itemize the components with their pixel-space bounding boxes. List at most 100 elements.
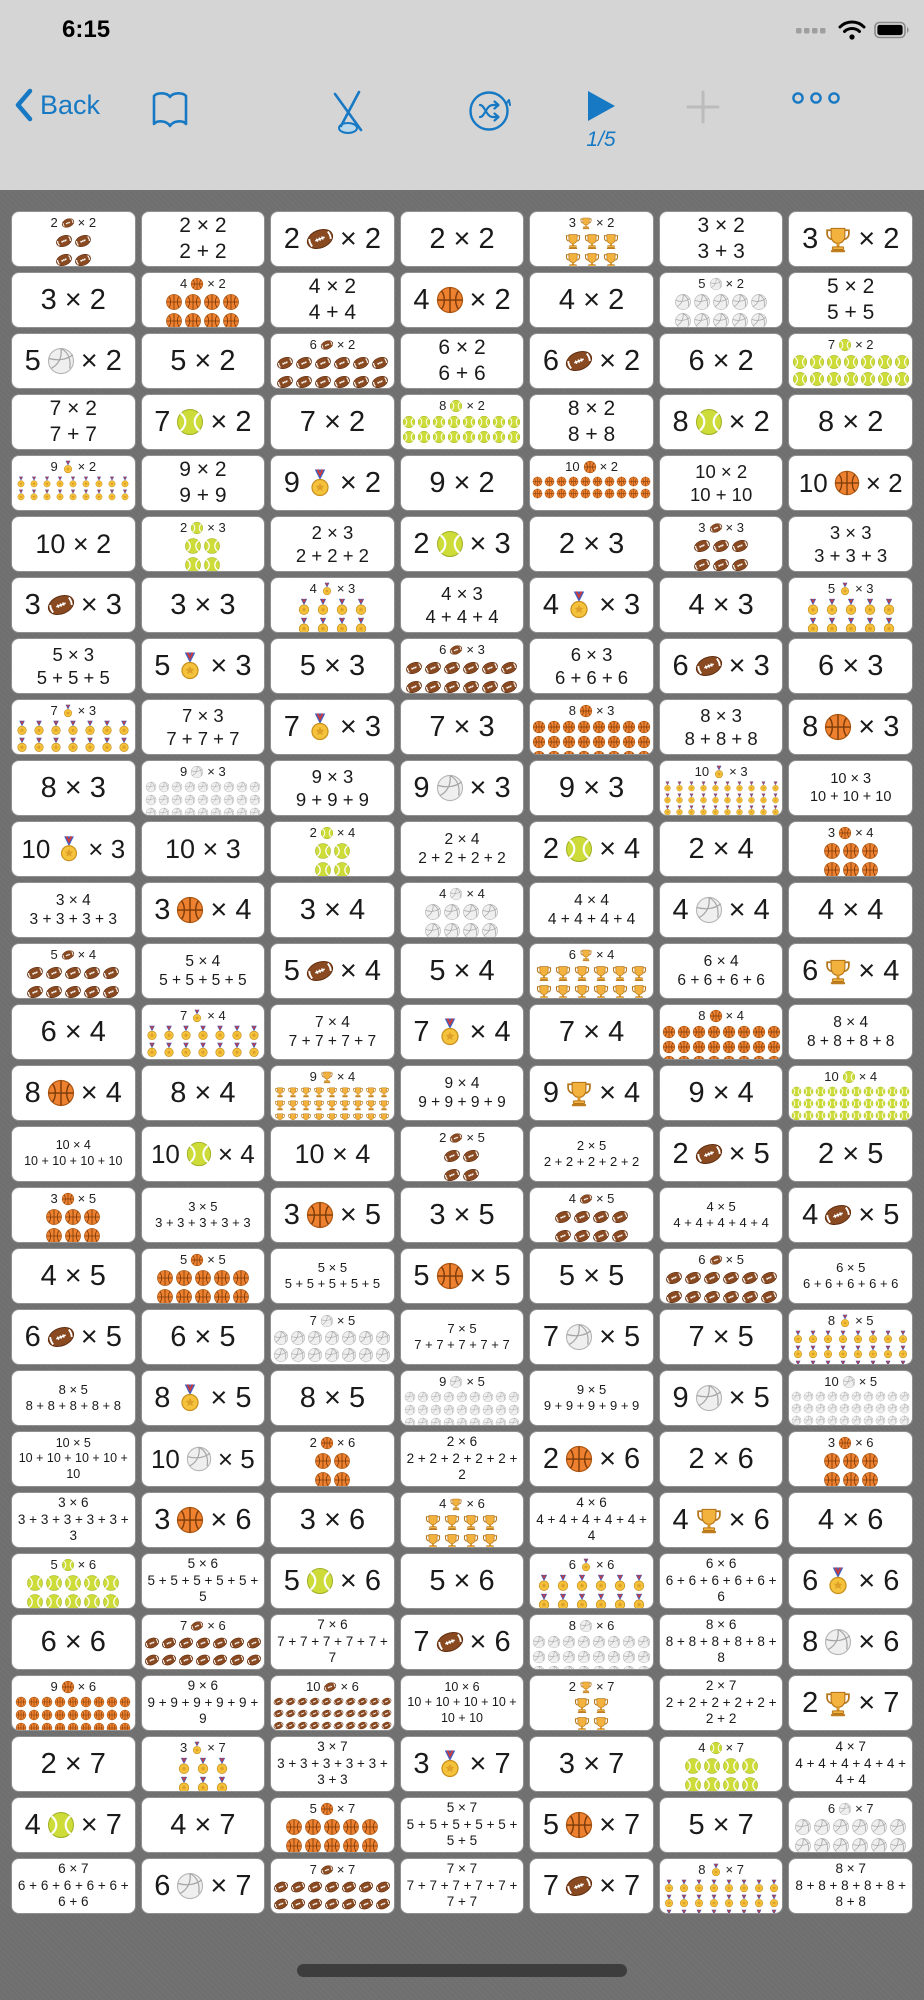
card-plain-8×5[interactable]: 8 × 5: [270, 1370, 395, 1426]
card-plain-7×2[interactable]: 7 × 2: [270, 394, 395, 450]
card-emoji-8×6[interactable]: 8 × 6: [788, 1614, 913, 1670]
card-addition-10×4[interactable]: 10 × 4 10 + 10 + 10 + 10: [11, 1126, 136, 1182]
card-addition-5×4[interactable]: 5 × 4 5 + 5 + 5 + 5: [140, 943, 266, 999]
card-addition-9×2[interactable]: 9 × 2 9 + 9: [140, 455, 266, 511]
card-plain-5×7[interactable]: 5 × 7: [658, 1797, 784, 1853]
card-emoji-5×6[interactable]: 5 × 6: [270, 1553, 395, 1609]
card-picture-7×5[interactable]: 7 × 5: [270, 1309, 395, 1365]
card-picture-2×5[interactable]: 2 × 5: [399, 1126, 525, 1182]
card-plain-5×2[interactable]: 5 × 2: [140, 333, 266, 389]
card-picture-3×6[interactable]: 3 × 6: [788, 1431, 913, 1487]
card-picture-6×4[interactable]: 6 × 4: [529, 943, 654, 999]
card-picture-9×5[interactable]: 9 × 5: [399, 1370, 525, 1426]
card-plain-2×6[interactable]: 2 × 6: [658, 1431, 784, 1487]
more-button[interactable]: [790, 88, 842, 108]
no-draw-button[interactable]: [326, 88, 370, 136]
card-emoji-3×2[interactable]: 3 × 2: [788, 211, 913, 267]
card-picture-3×4[interactable]: 3 × 4: [788, 821, 913, 877]
card-plain-7×3[interactable]: 7 × 3: [399, 699, 525, 755]
card-plain-6×3[interactable]: 6 × 3: [788, 638, 913, 694]
card-emoji-7×7[interactable]: 7 × 7: [529, 1858, 654, 1914]
card-picture-9×4[interactable]: 9 × 4: [270, 1065, 395, 1121]
card-plain-3×6[interactable]: 3 × 6: [270, 1492, 395, 1548]
card-addition-6×4[interactable]: 6 × 4 6 + 6 + 6 + 6: [658, 943, 784, 999]
card-emoji-10×3[interactable]: 10 × 3: [11, 821, 136, 877]
card-plain-4×3[interactable]: 4 × 3: [658, 577, 784, 633]
card-picture-5×6[interactable]: 5 × 6: [11, 1553, 136, 1609]
card-picture-8×3[interactable]: 8 × 3: [529, 699, 654, 755]
card-picture-7×3[interactable]: 7 × 3: [11, 699, 136, 755]
card-emoji-6×2[interactable]: 6 × 2: [529, 333, 654, 389]
card-plain-4×7[interactable]: 4 × 7: [140, 1797, 266, 1853]
card-emoji-6×6[interactable]: 6 × 6: [788, 1553, 913, 1609]
card-plain-6×6[interactable]: 6 × 6: [11, 1614, 136, 1670]
card-picture-10×2[interactable]: 10 × 2: [529, 455, 654, 511]
card-plain-5×5[interactable]: 5 × 5: [529, 1248, 654, 1304]
card-addition-3×2[interactable]: 3 × 2 3 + 3: [658, 211, 784, 267]
card-picture-5×3[interactable]: 5 × 3: [788, 577, 913, 633]
card-emoji-8×2[interactable]: 8 × 2: [658, 394, 784, 450]
card-picture-6×7[interactable]: 6 × 7: [788, 1797, 913, 1853]
card-emoji-6×5[interactable]: 6 × 5: [11, 1309, 136, 1365]
card-addition-4×2[interactable]: 4 × 2 4 + 4: [270, 272, 395, 328]
card-picture-10×3[interactable]: 10 × 3: [658, 760, 784, 816]
card-addition-10×2[interactable]: 10 × 2 10 + 10: [658, 455, 784, 511]
card-plain-9×2[interactable]: 9 × 2: [399, 455, 525, 511]
card-plain-9×3[interactable]: 9 × 3: [529, 760, 654, 816]
card-picture-4×4[interactable]: 4 × 4: [399, 882, 525, 938]
card-addition-8×2[interactable]: 8 × 2 8 + 8: [529, 394, 654, 450]
card-addition-6×2[interactable]: 6 × 2 6 + 6: [399, 333, 525, 389]
shuffle-button[interactable]: [466, 88, 512, 134]
card-addition-3×4[interactable]: 3 × 4 3 + 3 + 3 + 3: [11, 882, 136, 938]
card-emoji-5×7[interactable]: 5 × 7: [529, 1797, 654, 1853]
card-picture-9×3[interactable]: 9 × 3: [140, 760, 266, 816]
card-plain-3×5[interactable]: 3 × 5: [399, 1187, 525, 1243]
card-emoji-3×7[interactable]: 3 × 7: [399, 1736, 525, 1792]
card-plain-3×4[interactable]: 3 × 4: [270, 882, 395, 938]
card-plain-2×4[interactable]: 2 × 4: [658, 821, 784, 877]
card-picture-5×2[interactable]: 5 × 2: [658, 272, 784, 328]
card-emoji-5×5[interactable]: 5 × 5: [399, 1248, 525, 1304]
card-emoji-8×3[interactable]: 8 × 3: [788, 699, 913, 755]
card-plain-7×5[interactable]: 7 × 5: [658, 1309, 784, 1365]
card-emoji-10×2[interactable]: 10 × 2: [788, 455, 913, 511]
card-emoji-5×2[interactable]: 5 × 2: [11, 333, 136, 389]
card-emoji-3×4[interactable]: 3 × 4: [140, 882, 266, 938]
card-addition-7×4[interactable]: 7 × 4 7 + 7 + 7 + 7: [270, 1004, 395, 1060]
card-plain-8×2[interactable]: 8 × 2: [788, 394, 913, 450]
card-emoji-10×4[interactable]: 10 × 4: [140, 1126, 266, 1182]
card-picture-7×4[interactable]: 7 × 4: [140, 1004, 266, 1060]
card-picture-5×4[interactable]: 5 × 4: [11, 943, 136, 999]
card-plain-3×7[interactable]: 3 × 7: [529, 1736, 654, 1792]
card-plain-3×3[interactable]: 3 × 3: [140, 577, 266, 633]
book-button[interactable]: [148, 88, 192, 132]
back-button[interactable]: Back: [14, 88, 100, 122]
card-picture-8×5[interactable]: 8 × 5: [788, 1309, 913, 1365]
card-picture-4×3[interactable]: 4 × 3: [270, 577, 395, 633]
card-picture-6×5[interactable]: 6 × 5: [658, 1248, 784, 1304]
card-emoji-7×6[interactable]: 7 × 6: [399, 1614, 525, 1670]
card-plain-5×6[interactable]: 5 × 6: [399, 1553, 525, 1609]
card-picture-8×7[interactable]: 8 × 7: [658, 1858, 784, 1914]
card-emoji-9×2[interactable]: 9 × 2: [270, 455, 395, 511]
card-plain-10×2[interactable]: 10 × 2: [11, 516, 136, 572]
